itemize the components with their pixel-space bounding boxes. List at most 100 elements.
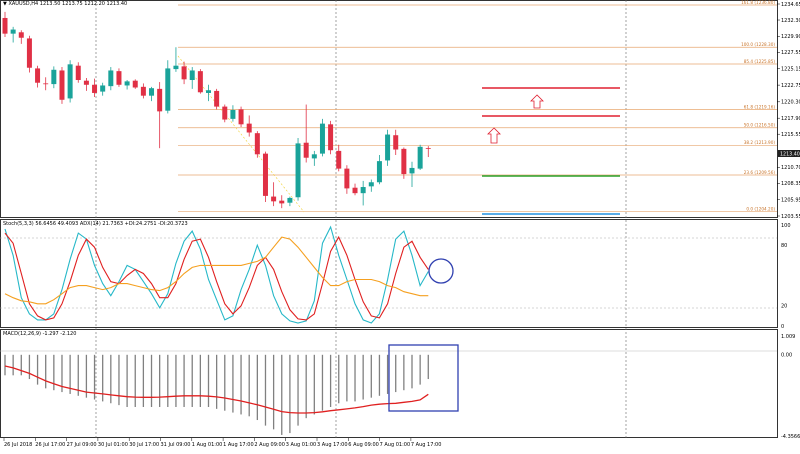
stoch-tick-label: 0 <box>781 324 784 330</box>
candle-body <box>336 150 342 169</box>
time-tick-label: 26 Jul 2018 <box>4 442 32 448</box>
macd-signal-line <box>4 365 429 414</box>
time-tick-label: 6 Aug 09:00 <box>348 442 379 448</box>
stoch-tick-label: 100 <box>781 223 791 229</box>
candle-body <box>43 83 49 85</box>
candle-body <box>10 29 16 34</box>
macd-histogram <box>4 354 429 435</box>
candle-body <box>189 70 195 81</box>
candle-body <box>311 154 317 159</box>
time-tick-label: 1 Aug 17:00 <box>223 442 254 448</box>
time-tick-label: 30 Jul 17:00 <box>129 442 159 448</box>
time-tick-label: 27 Jul 09:00 <box>67 442 97 448</box>
candle-body <box>100 85 106 92</box>
candle-body <box>417 146 423 169</box>
candle-body <box>140 86 146 96</box>
time-tick-label: 30 Jul 01:00 <box>98 442 128 448</box>
candle-body <box>344 168 350 189</box>
candle-body <box>197 71 203 93</box>
price-tick-label: 1222.75 <box>781 83 800 89</box>
fib-level-label: 0.0 (1204.20) <box>746 206 775 211</box>
candle-body <box>67 64 73 99</box>
candle-body <box>149 88 155 96</box>
candle-body <box>401 148 407 175</box>
candle-body <box>368 182 374 187</box>
price-tick-label: 1225.15 <box>781 67 800 73</box>
time-axis: 26 Jul 2018 26 Jul 17:00 27 Jul 09:00 30 Ju… <box>3 438 441 448</box>
fib-level-label: 161.8 (1236.80) <box>741 0 775 5</box>
price-tick-label: 1215.55 <box>781 132 800 138</box>
time-tick-label: 3 Aug 17:00 <box>317 442 348 448</box>
price-tick-label: 1203.55 <box>781 214 800 220</box>
up-arrow-icon[interactable] <box>530 94 544 109</box>
time-tick-label: 7 Aug 01:00 <box>380 442 411 448</box>
macd-axis: 1.009 0.00 -4.3566 <box>781 334 800 440</box>
triangle-down-icon[interactable]: ▼ <box>3 1 7 7</box>
candle-body <box>181 66 187 80</box>
fib-level-label: 100.0 (1228.30) <box>741 42 775 47</box>
macd-pane-frame <box>0 329 778 438</box>
price-tick-label: 1232.30 <box>781 18 800 24</box>
macd-tick-label: -4.3566 <box>781 434 800 440</box>
candle-body <box>75 65 81 81</box>
candle-body <box>376 161 382 183</box>
stoch-axis: 100 80 20 0 <box>781 223 791 330</box>
stoch-main-line <box>4 225 429 324</box>
time-tick-label: 31 Jul 09:00 <box>161 442 191 448</box>
macd-tick-label: 1.009 <box>781 334 795 340</box>
fib-level-label: 85.4 (1225.85) <box>744 59 776 64</box>
up-arrow-icon[interactable] <box>487 127 501 144</box>
annotation-circle[interactable] <box>428 258 454 284</box>
candle-body <box>92 84 98 93</box>
fib-level-label: 38.2 (1213.90) <box>744 140 776 145</box>
candle-body <box>214 90 220 107</box>
price-tick-label: 1217.90 <box>781 116 800 122</box>
candle-body <box>124 81 130 86</box>
candle-body <box>409 167 415 174</box>
fibonacci-retracement[interactable]: 161.8 (1236.80) 100.0 (1228.30) 85.4 (1225… <box>178 0 777 212</box>
stochastic-lines <box>4 225 429 324</box>
stoch-signal-line <box>4 232 429 321</box>
candle-body <box>328 124 334 151</box>
candle-body <box>132 80 138 88</box>
candle-body <box>51 69 57 85</box>
stoch-tick-label: 20 <box>781 304 787 310</box>
fibonacci-trendline[interactable] <box>177 55 305 213</box>
candle-body <box>385 134 391 161</box>
symbol-info: XAUUSD,H4 1213.50 1213.75 1212.20 1213.4… <box>8 1 128 7</box>
candlestick-series <box>2 11 431 209</box>
candle-body <box>279 200 285 204</box>
fib-anchor-line[interactable] <box>177 55 305 213</box>
time-tick-label: 1 Aug 01:00 <box>192 442 223 448</box>
price-tick-label: 1210.70 <box>781 165 800 171</box>
current-price-marker <box>778 150 800 157</box>
fib-level-label: 61.8 (1219.16) <box>744 104 776 109</box>
fib-level-label: 50.0 (1216.50) <box>744 123 776 128</box>
candle-body <box>271 196 277 202</box>
candle-body <box>35 68 41 83</box>
price-tick-label: 1227.55 <box>781 50 800 56</box>
macd-header: MACD(12,26,9) -1.297 -2.120 <box>3 331 77 337</box>
candle-body <box>116 71 122 85</box>
candle-body <box>360 187 366 194</box>
candle-body <box>393 135 399 150</box>
candle-body <box>303 142 309 158</box>
candle-body <box>425 148 431 149</box>
candle-body <box>206 90 211 93</box>
candle-body <box>222 106 228 120</box>
annotation-rectangle[interactable] <box>388 344 459 412</box>
support-resistance-lines[interactable] <box>482 87 620 215</box>
price-tick-label: 1208.35 <box>781 181 800 187</box>
candle-body <box>165 68 171 111</box>
candle-body <box>295 143 301 198</box>
stoch-pane-frame <box>0 219 778 328</box>
time-tick-label: 2 Aug 09:00 <box>254 442 285 448</box>
candle-body <box>254 133 260 155</box>
price-tick-label: 1229.90 <box>781 34 800 40</box>
candle-body <box>262 153 268 196</box>
candle-body <box>173 65 179 70</box>
candle-body <box>246 123 252 133</box>
price-tick-label: 1205.95 <box>781 197 800 203</box>
